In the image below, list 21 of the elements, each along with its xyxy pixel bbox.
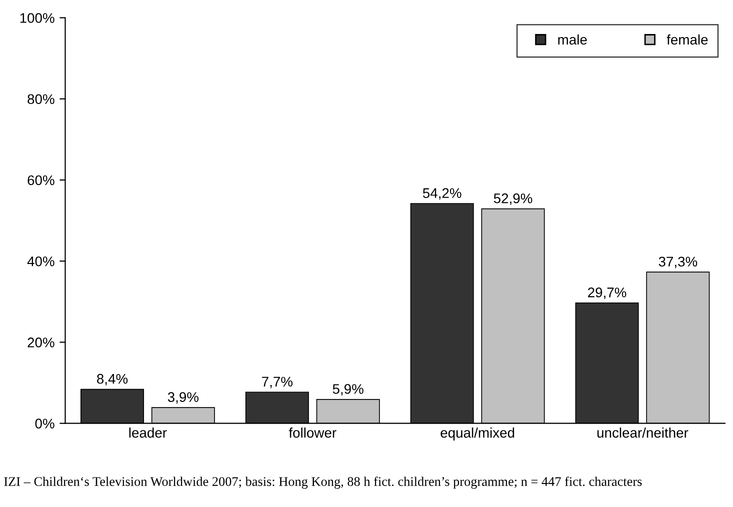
- y-tick-label: 0%: [35, 418, 54, 429]
- data-label: 29,7%: [588, 288, 626, 299]
- data-label: 52,9%: [494, 193, 532, 205]
- y-tick-label: 80%: [28, 94, 54, 104]
- y-tick-label: 60%: [28, 175, 54, 186]
- data-label: 7,7%: [262, 376, 292, 388]
- y-tick-label: 100%: [20, 13, 54, 23]
- y-tick-label: 20%: [28, 338, 54, 348]
- x-tick-label: follower: [288, 428, 336, 438]
- x-tick-label: unclear/neither: [597, 428, 688, 438]
- y-tick-label: 40%: [27, 256, 54, 266]
- data-label: 5,9%: [332, 384, 364, 396]
- text: IZI – Children‘s Television Worldwide 2007; basis: Hong Kong, 88 h fict. children’s programme; n = 447 fict. characters: [4, 476, 642, 489]
- x-tick-label: equal/mixed: [440, 428, 514, 440]
- data-label: 3,9%: [168, 392, 198, 404]
- data-label: 8,4%: [97, 374, 128, 386]
- legend-label: male: [558, 34, 587, 45]
- x-tick-label: leader: [129, 428, 167, 438]
- legend-label: female: [666, 34, 708, 45]
- data-label: 37,3%: [658, 256, 698, 268]
- data-label: 54,2%: [422, 188, 462, 200]
